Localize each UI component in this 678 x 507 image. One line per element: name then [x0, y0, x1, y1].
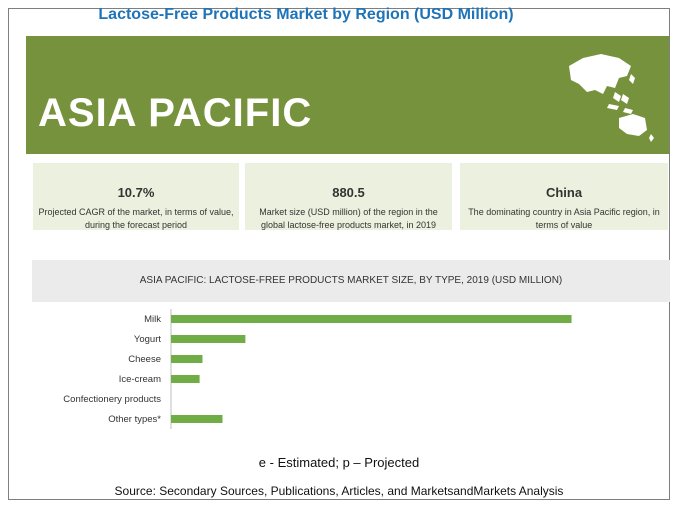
category-label: Milk: [144, 314, 161, 325]
category-label: Cheese: [128, 354, 161, 365]
asia-pacific-map-icon: [569, 54, 654, 142]
stat-card-cagr: 10.7% Projected CAGR of the market, in t…: [33, 163, 239, 230]
stat-value: China: [545, 185, 583, 200]
category-label: Ice-cream: [119, 374, 161, 385]
region-banner: ASIA PACIFIC: [26, 36, 669, 154]
bar-milk: [171, 315, 572, 323]
chart-title: ASIA PACIFIC: LACTOSE-FREE PRODUCTS MARK…: [32, 260, 670, 302]
footnote: e - Estimated; p – Projected: [258, 455, 420, 470]
bar-other-types: [171, 415, 223, 423]
figure-frame: [8, 8, 670, 500]
bar-yogurt: [171, 335, 246, 343]
figure-title: Lactose-Free Products Market by Region (…: [98, 6, 514, 23]
stat-card-market-size: 880.5 Market size (USD million) of the r…: [245, 163, 452, 230]
bar-ice-cream: [171, 375, 200, 383]
stat-value: 10.7%: [117, 185, 155, 200]
bar-cheese: [171, 355, 203, 363]
category-label: Yogurt: [134, 334, 161, 345]
stat-description: Projected CAGR of the market, in terms o…: [38, 207, 234, 230]
category-label: Confectionery products: [63, 394, 161, 405]
bar-chart: Milk Yogurt Cheese Ice-cream Confectionery p…: [63, 309, 572, 429]
category-label: Other types*: [108, 414, 161, 425]
stat-card-dominant-country: China The dominating country in Asia Pac…: [460, 163, 668, 230]
stat-description: The dominating country in Asia Pacific r…: [468, 207, 660, 230]
stat-description: Market size (USD million) of the region …: [259, 207, 438, 230]
stat-value: 880.5: [332, 185, 365, 200]
source-note: Source: Secondary Sources, Publications,…: [114, 484, 564, 498]
region-name: ASIA PACIFIC: [38, 91, 313, 135]
